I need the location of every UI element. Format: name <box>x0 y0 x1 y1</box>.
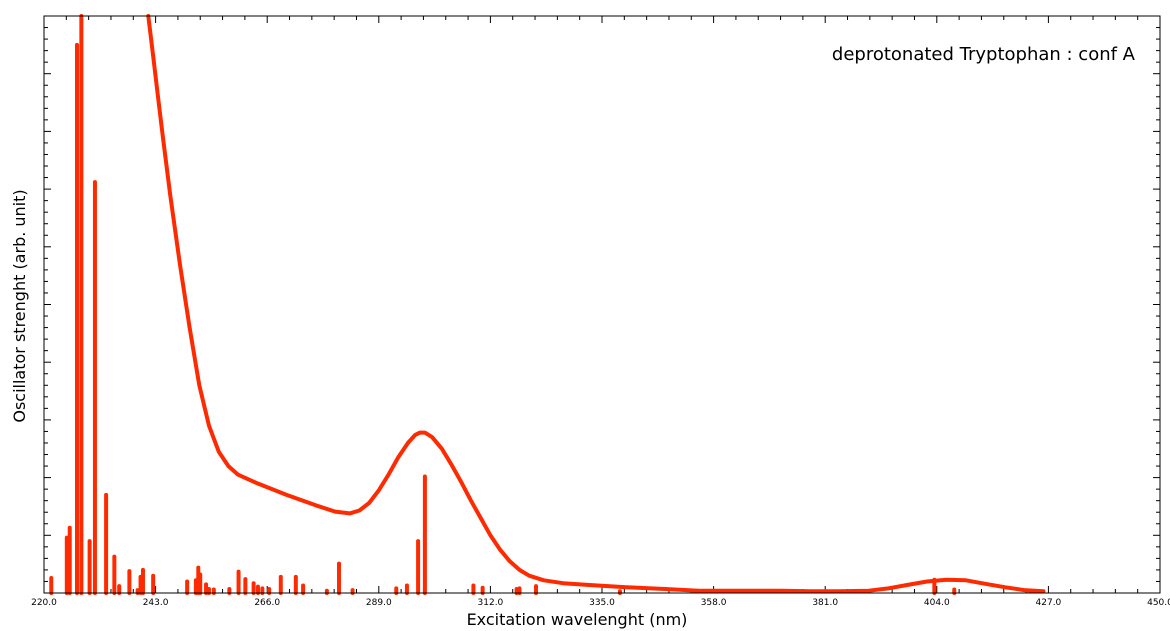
x-tick-label: 289.0 <box>366 598 392 608</box>
spectrum-line <box>146 14 1046 594</box>
x-tick-label: 358.0 <box>701 598 727 608</box>
x-tick-label: 335.0 <box>589 598 615 608</box>
x-tick-label: 427.0 <box>1036 598 1062 608</box>
x-tick-label: 220.0 <box>31 598 57 608</box>
transition-bars <box>49 14 957 595</box>
chart-annotation: deprotonated Tryptophan : conf A <box>832 44 1136 65</box>
x-tick-label: 450.0 <box>1147 598 1170 608</box>
x-axis-title: Excitation wavelenght (nm) <box>467 610 688 629</box>
x-tick-label: 404.0 <box>924 598 950 608</box>
plot-area <box>44 16 1160 593</box>
x-tick-label: 381.0 <box>812 598 838 608</box>
x-tick-label: 266.0 <box>254 598 280 608</box>
y-axis-title: Oscillator strenght (arb. unit) <box>10 189 29 422</box>
plot-frame <box>43 15 1161 594</box>
x-tick-labels: 220.0 243.0 266.0 289.0 312.0 335.0 358.0 381.0… <box>31 598 1170 608</box>
x-tick-label: 243.0 <box>143 598 169 608</box>
x-tick-label: 312.0 <box>478 598 504 608</box>
axis-ticks <box>43 15 1161 594</box>
